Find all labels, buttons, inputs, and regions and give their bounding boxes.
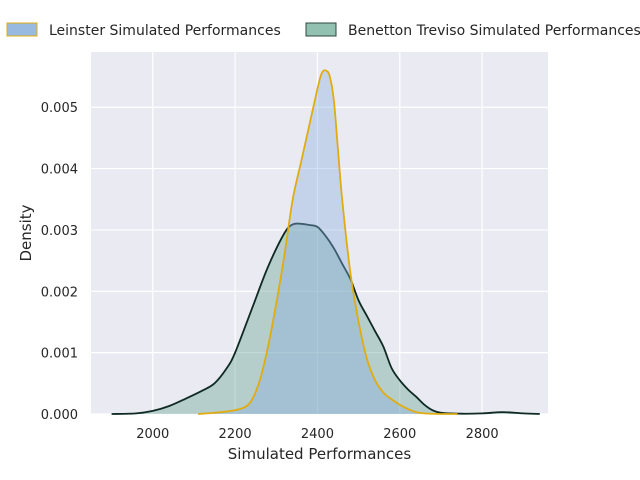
y-tick-label-0.003: 0.003 <box>41 224 78 239</box>
y-tick-label-0.005: 0.005 <box>41 101 78 116</box>
x-tick-label-2600: 2600 <box>383 427 416 442</box>
legend-label-leinster: Leinster Simulated Performances <box>49 23 281 39</box>
y-tick-label-0.001: 0.001 <box>41 347 78 362</box>
y-tick-label-0.004: 0.004 <box>41 163 78 178</box>
x-tick-label-2800: 2800 <box>466 427 499 442</box>
gridlines <box>91 52 548 415</box>
y-tick-label-0.002: 0.002 <box>41 285 78 300</box>
y-axis-ticks: 0.000 0.001 0.002 0.003 0.004 0.005 <box>41 101 78 423</box>
x-axis-label: Simulated Performances <box>228 445 412 463</box>
density-fill-benetton-treviso-simulated-performances <box>111 223 540 414</box>
density-line-leinster-simulated-performances <box>197 69 458 415</box>
density-line-benetton-treviso-simulated-performances <box>111 222 540 415</box>
x-tick-label-2000: 2000 <box>136 427 169 442</box>
density-fill-leinster-simulated-performances <box>198 70 458 415</box>
plot-area <box>91 52 548 414</box>
legend-label-benetton: Benetton Treviso Simulated Performances <box>348 23 640 39</box>
x-tick-label-2200: 2200 <box>219 427 252 442</box>
y-axis-label: Density <box>17 204 35 261</box>
legend-swatch-benetton <box>305 22 337 37</box>
legend-swatch-leinster <box>6 22 38 37</box>
x-axis-ticks: 2000 2200 2400 2600 2800 <box>136 427 498 442</box>
x-tick-label-2400: 2400 <box>301 427 334 442</box>
y-tick-label-0.000: 0.000 <box>41 408 78 423</box>
legend: Leinster Simulated Performances Benetton… <box>6 22 640 39</box>
density-areas <box>111 69 540 415</box>
